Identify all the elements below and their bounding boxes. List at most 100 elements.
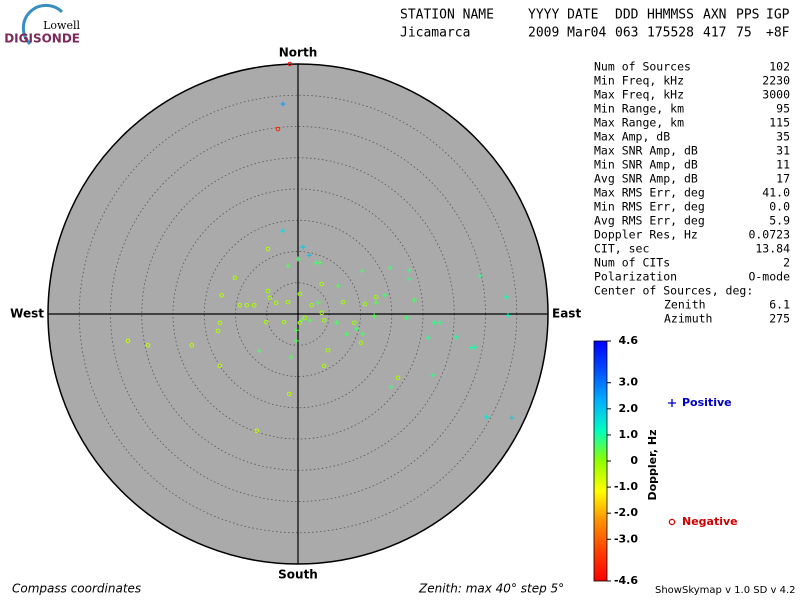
colorbar-tick-label: 3.0	[619, 376, 639, 389]
source-positive	[388, 384, 394, 390]
stat-value: 115	[769, 116, 790, 130]
source-positive	[360, 331, 366, 337]
stat-value: 3000	[762, 88, 790, 102]
footer-left: Compass coordinates	[12, 582, 141, 596]
colorbar-tick-label: -3.0	[614, 532, 638, 545]
stat-value: 31	[776, 144, 790, 158]
footer-right: ShowSkymap v 1.0 SD v 4.2	[655, 585, 795, 596]
source-positive	[354, 326, 360, 332]
source-positive	[472, 344, 478, 350]
legend-label: Positive	[682, 396, 732, 409]
stat-value: 102	[769, 60, 790, 74]
source-positive	[317, 260, 323, 266]
colorbar-tick-label: 4.6	[619, 334, 639, 347]
source-positive	[430, 372, 436, 378]
source-negative	[267, 295, 273, 301]
stat-section: Center of Sources, deg:	[594, 284, 753, 298]
stat-label: Azimuth	[664, 312, 712, 326]
stat-label: Max RMS Err, deg	[594, 186, 705, 200]
source-negative	[244, 302, 250, 308]
source-positive	[425, 335, 431, 341]
source-positive	[382, 292, 388, 298]
source-positive	[406, 276, 412, 282]
source-negative	[251, 302, 257, 308]
colorbar-label: Doppler, Hz	[646, 429, 659, 500]
source-negative	[189, 342, 195, 348]
header-value: 175528	[647, 26, 694, 41]
stat-label: Zenith	[664, 298, 706, 312]
source-negative	[340, 299, 346, 305]
stat-value: 95	[776, 102, 790, 116]
source-negative	[237, 302, 243, 308]
header-value: Jicamarca	[400, 26, 470, 41]
stat-value: 13.84	[755, 242, 790, 256]
source-negative	[285, 299, 291, 305]
source-negative	[125, 338, 131, 344]
source-negative	[373, 294, 379, 300]
source-negative	[302, 315, 308, 321]
source-positive	[505, 312, 511, 318]
colorbar-tick-label: -1.0	[614, 480, 638, 493]
header-value: 063	[615, 26, 638, 41]
source-positive	[373, 300, 379, 306]
source-positive	[468, 345, 474, 351]
colorbar-tick-label: 1.0	[619, 428, 639, 441]
source-negative	[145, 342, 151, 348]
source-positive	[371, 313, 377, 319]
source-positive	[503, 294, 509, 300]
source-positive	[437, 320, 443, 326]
direction-north: North	[279, 46, 317, 60]
stat-label: Max SNR Amp, dB	[594, 144, 698, 158]
source-negative	[219, 292, 225, 298]
logo-arc	[21, 3, 64, 46]
stat-value: 41.0	[762, 186, 790, 200]
source-positive	[280, 101, 286, 107]
source-negative	[254, 428, 260, 434]
source-positive	[256, 348, 262, 354]
source-positive	[431, 320, 437, 326]
header-value: 75	[736, 26, 752, 41]
stat-value: 35	[776, 130, 790, 144]
colorbar-tick-label: -2.0	[614, 506, 638, 519]
stat-label: Avg SNR Amp, dB	[594, 172, 698, 186]
logo-line1: Lowell	[43, 19, 80, 32]
colorbar-tick-label: 2.0	[619, 402, 639, 415]
stat-label: Polarization	[594, 270, 677, 284]
source-positive	[306, 252, 312, 258]
source-negative	[265, 288, 271, 294]
stat-value: 0.0723	[748, 228, 790, 242]
source-negative	[287, 61, 293, 67]
direction-east: East	[552, 307, 581, 321]
stat-label: Min Range, km	[594, 102, 684, 116]
stat-value: 275	[769, 312, 790, 326]
source-positive	[406, 267, 412, 273]
source-negative	[351, 320, 357, 326]
source-negative	[362, 301, 368, 307]
source-negative	[319, 281, 325, 287]
source-positive	[359, 268, 365, 274]
stat-label: Avg RMS Err, deg	[594, 214, 705, 228]
source-positive	[288, 354, 294, 360]
stat-value: 17	[776, 172, 790, 186]
source-positive	[344, 331, 350, 337]
source-negative	[215, 328, 221, 334]
stat-value: 0.0	[769, 200, 790, 214]
stat-label: Max Amp, dB	[594, 130, 670, 144]
stat-label: Num of Sources	[594, 60, 691, 74]
source-positive	[307, 317, 313, 323]
source-negative	[286, 391, 292, 397]
stat-value: 5.9	[769, 214, 790, 228]
source-negative	[217, 363, 223, 369]
stat-value: 11	[776, 158, 790, 172]
source-negative	[263, 319, 269, 325]
footer-center: Zenith: max 40° step 5°	[418, 582, 564, 596]
source-positive	[453, 334, 459, 340]
source-positive	[484, 414, 490, 420]
header-value: +8F	[766, 26, 790, 41]
source-negative	[281, 319, 287, 325]
logo-line2: DIGISONDE	[4, 32, 80, 46]
source-negative	[319, 310, 325, 316]
source-negative	[321, 363, 327, 369]
source-negative	[265, 246, 271, 252]
